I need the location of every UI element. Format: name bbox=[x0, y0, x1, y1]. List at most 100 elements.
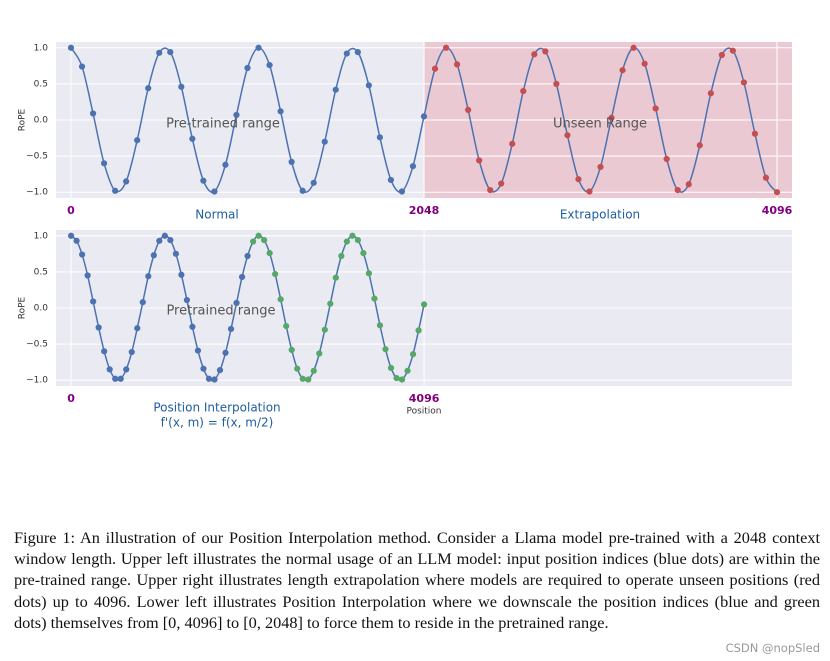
position-dot bbox=[321, 326, 328, 333]
position-dot bbox=[553, 80, 560, 87]
y-tick-label: −1.0 bbox=[26, 376, 48, 386]
position-dot bbox=[487, 186, 494, 194]
position-dot bbox=[255, 232, 262, 239]
position-dot bbox=[409, 163, 417, 170]
position-dot bbox=[641, 60, 648, 67]
position-dot bbox=[189, 323, 196, 330]
position-dot bbox=[277, 108, 284, 115]
x-tick-label: 4096 bbox=[409, 392, 440, 405]
position-dot bbox=[205, 375, 213, 382]
position-dot bbox=[751, 130, 759, 137]
position-dot bbox=[382, 346, 389, 353]
x-tick-label: 0 bbox=[67, 204, 75, 217]
position-dot bbox=[266, 250, 273, 257]
position-dot bbox=[332, 274, 339, 281]
position-dot bbox=[310, 367, 317, 374]
position-dot bbox=[233, 111, 240, 119]
position-dot bbox=[89, 110, 97, 117]
position-dot bbox=[564, 132, 571, 139]
position-dot bbox=[194, 347, 202, 354]
position-dot bbox=[420, 301, 428, 308]
position-dot bbox=[773, 189, 781, 196]
position-dot bbox=[762, 174, 770, 181]
position-dot bbox=[161, 232, 168, 239]
position-dot bbox=[327, 300, 334, 307]
figure: 1.0 0.5 0.0 −0.5 −1.0 0 2048 4096 RoPE Pre-traine… bbox=[18, 42, 793, 430]
position-dot bbox=[498, 180, 505, 187]
position-dot bbox=[222, 349, 229, 356]
position-dot bbox=[310, 179, 317, 186]
position-dot bbox=[371, 295, 378, 302]
position-dot bbox=[123, 366, 130, 373]
position-dot bbox=[238, 273, 246, 281]
position-dot bbox=[305, 376, 312, 383]
position-dot bbox=[288, 158, 295, 165]
position-dot bbox=[78, 63, 86, 70]
position-dot bbox=[90, 298, 97, 305]
y-tick-label: −0.5 bbox=[26, 340, 48, 350]
y-tick-label: −1.0 bbox=[26, 188, 48, 198]
x-tick-label: 0 bbox=[67, 392, 75, 405]
position-dot bbox=[343, 50, 350, 57]
position-dot bbox=[442, 44, 450, 51]
x-tick-label: 2048 bbox=[409, 204, 440, 217]
y-tick-label: 1.0 bbox=[34, 43, 49, 53]
position-dot bbox=[183, 296, 191, 304]
region-label: Extrapolation bbox=[560, 208, 640, 222]
position-dot bbox=[233, 299, 240, 307]
position-dot bbox=[387, 176, 395, 184]
position-dot bbox=[134, 137, 141, 144]
position-dot bbox=[227, 325, 235, 333]
position-dot bbox=[106, 366, 113, 373]
position-dot bbox=[707, 90, 714, 97]
position-dot bbox=[393, 374, 400, 382]
position-dot bbox=[415, 327, 422, 334]
position-dot bbox=[189, 135, 196, 142]
position-dot bbox=[718, 51, 725, 59]
position-dot bbox=[139, 299, 146, 306]
position-dot bbox=[156, 49, 163, 56]
y-tick-label: −0.5 bbox=[26, 152, 48, 162]
y-axis-label: RoPE bbox=[18, 108, 28, 131]
x-axis-label: Position bbox=[406, 407, 441, 417]
position-dot bbox=[249, 238, 257, 245]
position-dot bbox=[145, 85, 152, 92]
position-dot bbox=[652, 105, 659, 112]
position-dot bbox=[338, 252, 345, 260]
y-tick-label: 0.5 bbox=[34, 267, 48, 277]
position-dot bbox=[387, 364, 395, 372]
position-dot bbox=[288, 346, 295, 353]
position-dot bbox=[222, 161, 229, 168]
position-dot bbox=[663, 155, 670, 163]
position-dot bbox=[211, 188, 218, 195]
watermark: CSDN @nopSled bbox=[725, 641, 820, 655]
position-dot bbox=[729, 47, 736, 54]
y-tick-label: 0.5 bbox=[34, 79, 48, 89]
position-dot bbox=[156, 237, 163, 244]
position-dot bbox=[167, 237, 174, 244]
position-dot bbox=[101, 348, 108, 355]
position-dot bbox=[255, 44, 262, 51]
position-dot bbox=[376, 322, 384, 329]
position-dot bbox=[354, 49, 361, 56]
position-dot bbox=[178, 271, 185, 278]
position-dot bbox=[316, 350, 323, 357]
region-label: Position Interpolation bbox=[153, 401, 280, 415]
position-dot bbox=[112, 187, 119, 194]
position-dot bbox=[272, 270, 279, 278]
y-tick-label: 0.0 bbox=[34, 116, 49, 126]
position-dot bbox=[608, 114, 615, 121]
position-dot bbox=[360, 250, 367, 257]
position-dot bbox=[117, 375, 124, 382]
position-dot bbox=[277, 296, 284, 303]
position-dot bbox=[84, 272, 91, 279]
position-dot bbox=[211, 376, 218, 383]
position-dot bbox=[398, 376, 406, 383]
position-dot bbox=[476, 157, 483, 164]
position-dot bbox=[112, 375, 119, 382]
range-annotation: Pre-trained range bbox=[166, 117, 280, 132]
range-annotation: Pretrained range bbox=[166, 304, 275, 319]
caption: Figure 1: An illustration of our Positio… bbox=[14, 528, 820, 632]
position-dot bbox=[95, 324, 102, 331]
y-tick-label: 1.0 bbox=[34, 231, 49, 241]
